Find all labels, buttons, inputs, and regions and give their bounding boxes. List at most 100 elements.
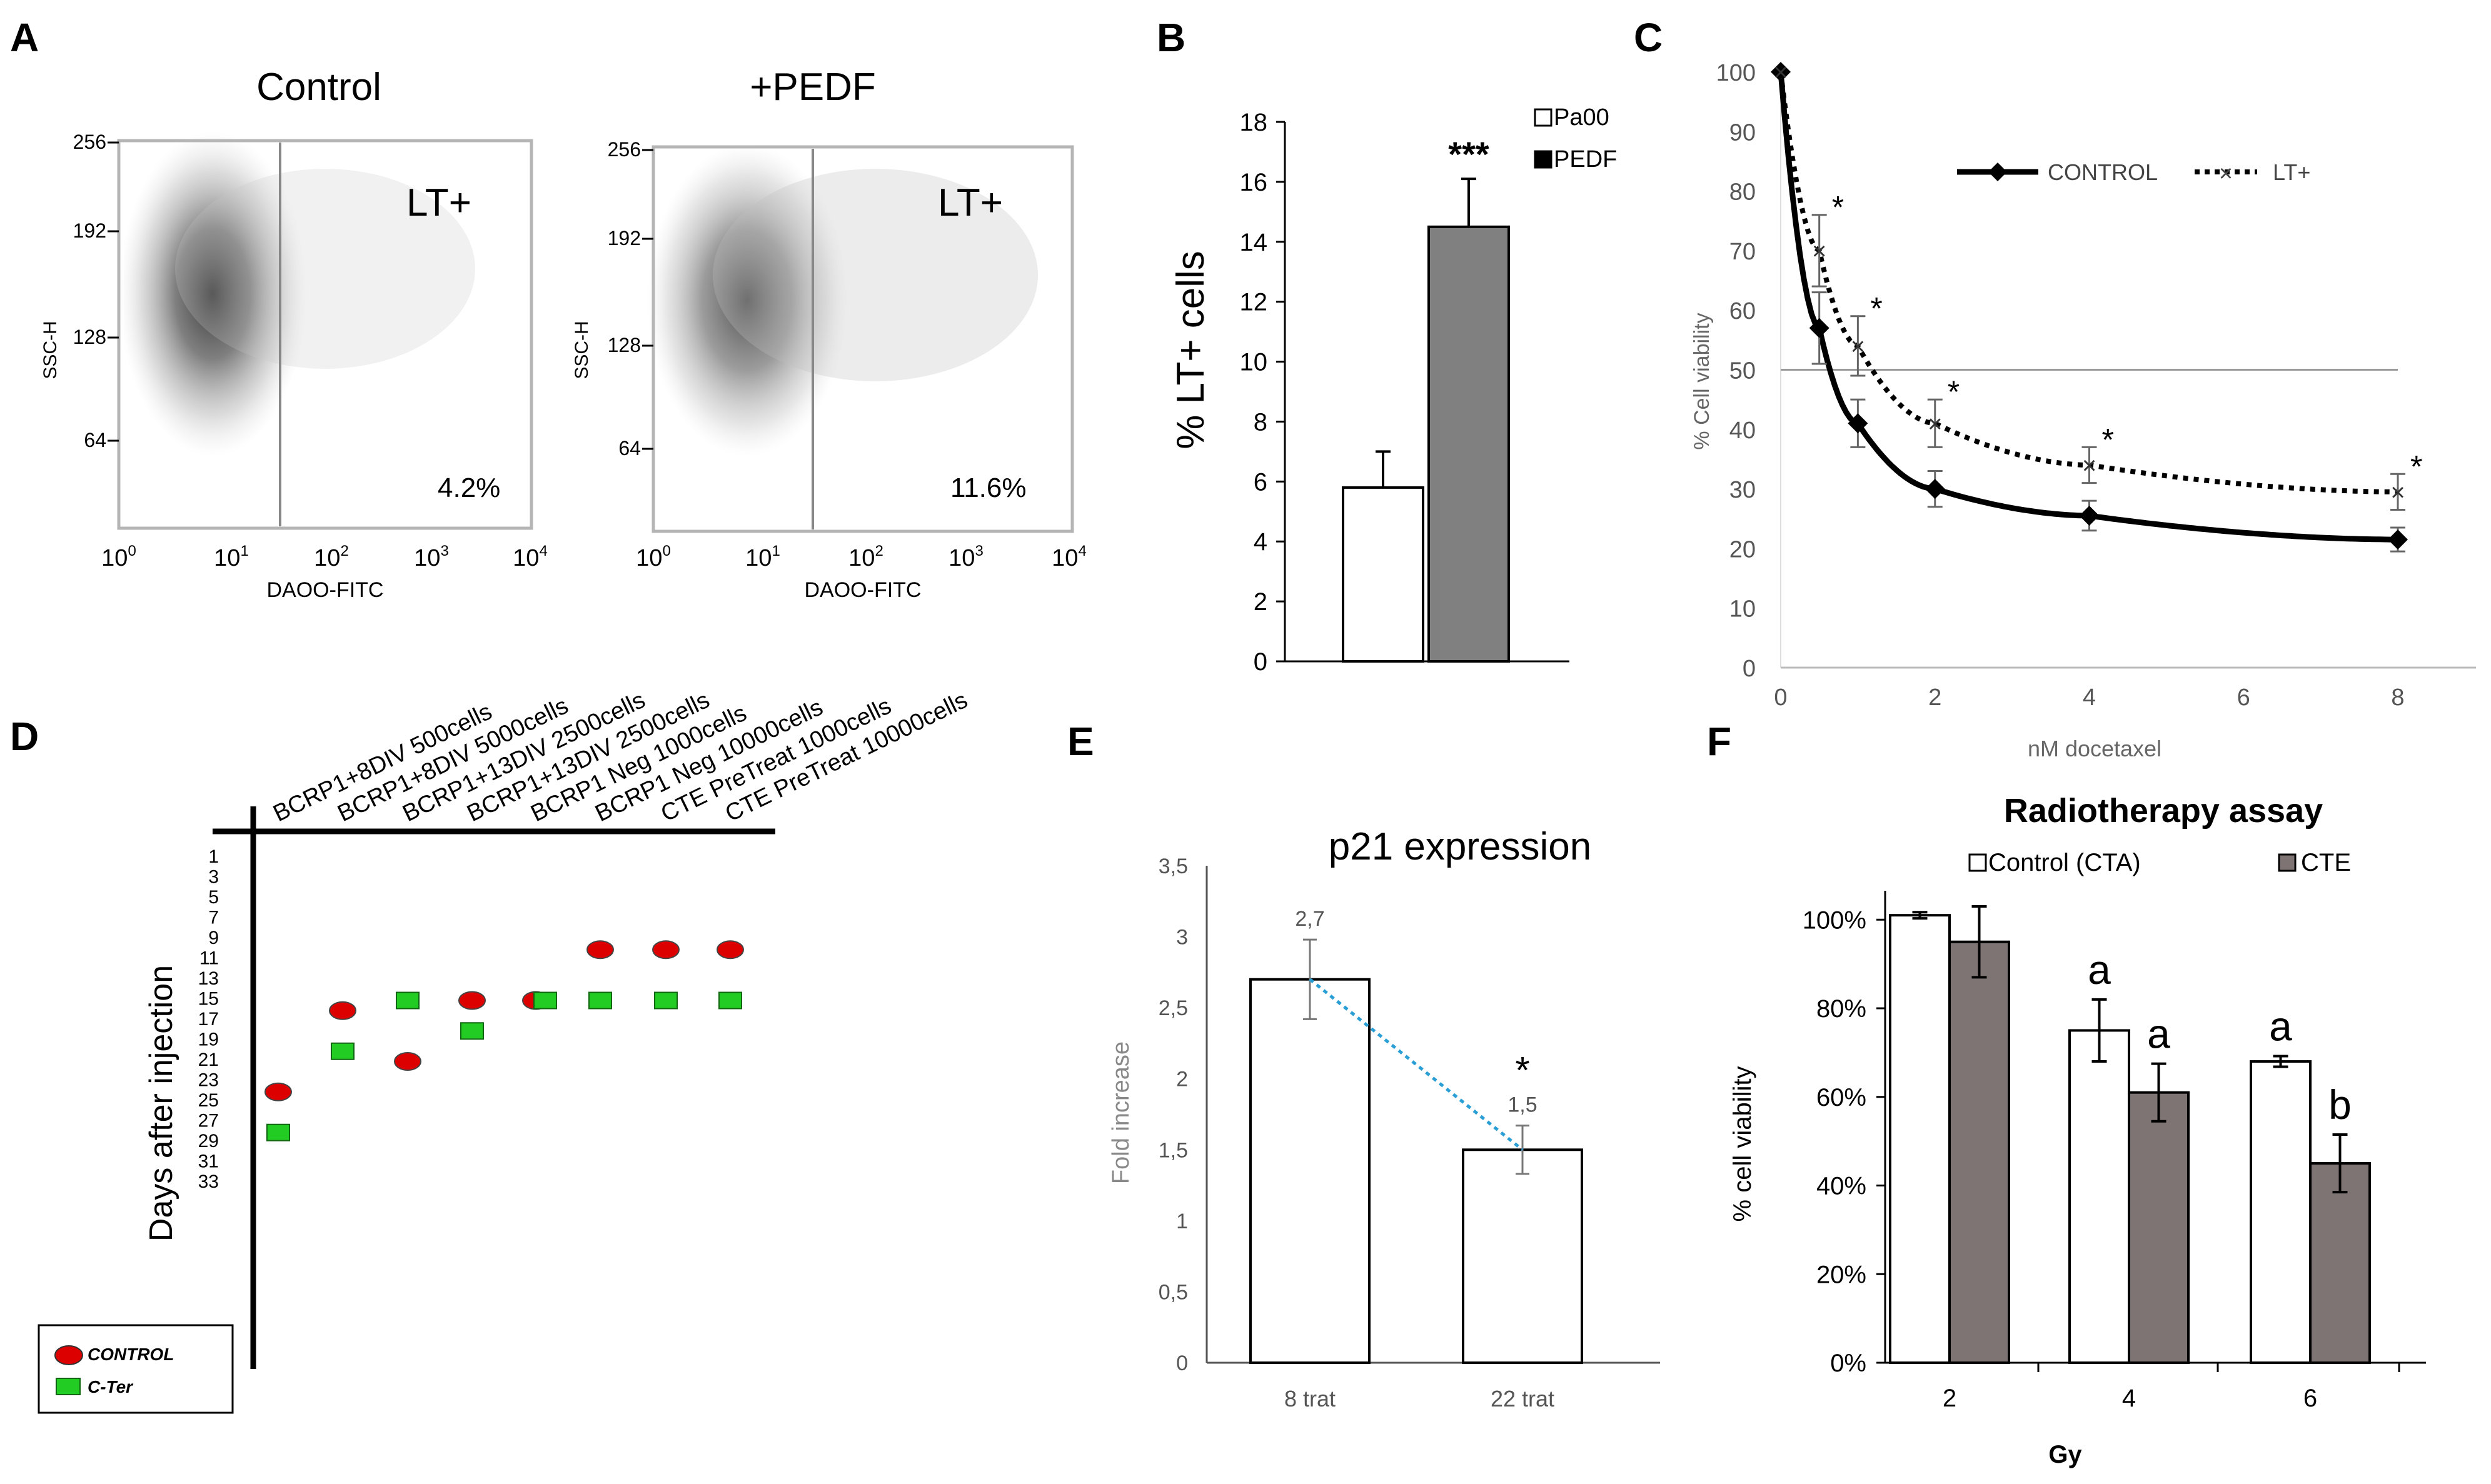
e-y-axis-label: Fold increase [1108,1041,1134,1184]
d-y-axis-label: Days after injection [143,965,179,1241]
c-x-tick-label: 6 [2237,684,2250,711]
panel-b-bar-chart: 0 2 4 6 8 10 12 14 16 18 % LT+ cells *** Pa00 PED… [1169,104,1617,676]
e-x-tick-label: 8 trat [1284,1386,1336,1411]
c-significance-marker: * [1870,291,1882,326]
d-row-label: 27 [198,1111,219,1131]
d-legend-marker-control [54,1345,83,1365]
d-legend-box [38,1324,234,1414]
f-y-tick-label: 100% [1803,906,1866,934]
d-marker-cter [588,991,612,1010]
f-x-tick-label: 4 [2122,1385,2136,1412]
flow-x-tick: 104 [1052,543,1087,571]
b-legend-swatch-pedf [1534,150,1552,169]
c-y-tick-label: 20 [1729,536,1756,563]
panel-letter-c: C [1634,15,1663,60]
panel-letter-a: A [10,15,39,60]
d-legend-marker-cter [56,1378,81,1395]
c-point-lt: × [2082,452,2096,479]
flow-gate-label-control: LT+ [406,181,471,224]
f-legend-swatch-control [1968,853,1987,872]
c-point-control [2079,505,2100,526]
b-bar-pa00 [1342,486,1424,663]
flow-y-tick: 256 [73,131,106,153]
c-y-tick-label: 30 [1729,477,1756,503]
f-bar-cte [2128,1091,2190,1364]
d-row-label: 9 [208,928,219,948]
c-x-axis-label: nM docetaxel [2028,736,2161,761]
c-significance-marker: * [1948,374,1960,409]
b-y-tick-label: 8 [1254,408,1267,436]
d-marker-control [717,940,744,960]
f-bar-control [2250,1060,2312,1365]
b-significance-marker: *** [1448,134,1489,174]
b-legend-label-pa00: Pa00 [1554,104,1609,131]
f-y-axis-label: % cell viability [1729,1066,1756,1222]
d-row-label: 25 [198,1090,219,1111]
flow-y-axis-label: SSC-H [571,321,592,379]
b-y-tick-label: 6 [1254,468,1267,496]
flow-y-tick: 256 [608,138,641,161]
c-legend-marker-lt: × [2219,161,2233,187]
c-point-control [1925,479,1945,499]
d-row-label: 19 [198,1030,219,1050]
flow-y-tick: 192 [608,227,641,249]
c-y-axis-label: % Cell viability [1690,313,1714,449]
panel-f-bar-chart: Radiotherapy assay Control (CTA) CTE 0% 2… [1729,792,2426,1468]
e-y-tick-label: 1,5 [1159,1138,1188,1162]
flow-percent-control: 4.2% [438,473,500,503]
d-row-label: 21 [198,1050,219,1070]
c-x-tick-label: 0 [1774,684,1787,711]
c-x-tick-label: 2 [1928,684,1941,711]
e-title: p21 expression [1329,825,1592,868]
b-y-tick-label: 4 [1254,528,1267,556]
flow-x-tick: 103 [414,543,449,571]
c-y-tick-label: 10 [1729,596,1756,623]
flow-y-tick: 64 [84,429,106,451]
e-y-tick-label: 0,5 [1159,1280,1188,1304]
flow-x-tick: 100 [101,543,136,571]
flow-x-tick: 104 [513,543,548,571]
flow-x-tick: 103 [949,543,984,571]
e-value-label: 1,5 [1507,1093,1537,1117]
d-marker-cter [331,1042,355,1060]
d-marker-cter [718,991,742,1010]
e-bar [1249,978,1371,1364]
panel-a-flow-cytometry: Control LT+ 4.2% 256 192 128 64 SSC-H 10… [40,66,1087,602]
d-row-label: 1 [208,846,219,867]
flow-y-tick: 128 [73,326,106,348]
f-x-tick-label: 2 [1943,1385,1956,1412]
flow-x-tick: 101 [214,543,249,571]
panel-letter-b: B [1157,15,1185,60]
c-legend-marker-control [1988,163,2007,181]
e-bar [1462,1148,1583,1365]
flow-x-tick: 102 [848,543,883,571]
f-title: Radiotherapy assay [2004,792,2323,830]
e-y-tick-label: 1 [1176,1210,1188,1233]
c-point-control [1809,318,1829,338]
flow-y-axis-label: SSC-H [40,321,61,379]
flow-y-tick: 192 [73,219,106,242]
flow-y-tick: 128 [608,334,641,356]
flow-cloud-tail-pedf [713,169,1038,381]
f-significance-letter: b [2328,1081,2352,1128]
c-x-tick-label: 8 [2391,684,2404,711]
b-y-axis-label: % LT+ cells [1169,251,1212,449]
c-point-control [1848,413,1868,434]
d-marker-control [329,1001,356,1020]
b-y-tick-label: 16 [1240,169,1268,196]
c-point-lt: × [1812,238,1826,265]
flow-gate-label-pedf: LT+ [938,181,1003,224]
f-bar-cte [1948,940,2010,1364]
e-significance-marker: * [1515,1050,1529,1091]
f-bar-control [1889,914,1951,1364]
d-marker-cter [654,991,678,1010]
d-marker-control [458,991,486,1010]
f-legend-swatch-cte [2278,853,2297,872]
f-y-tick-label: 0% [1830,1350,1866,1377]
d-legend-label-cter: C-Ter [88,1377,134,1396]
c-y-tick-label: 40 [1729,418,1756,444]
flow-x-axis-label: DAOO-FITC [267,578,384,602]
e-y-tick-label: 2,5 [1159,996,1188,1020]
b-y-tick-label: 10 [1240,349,1268,376]
